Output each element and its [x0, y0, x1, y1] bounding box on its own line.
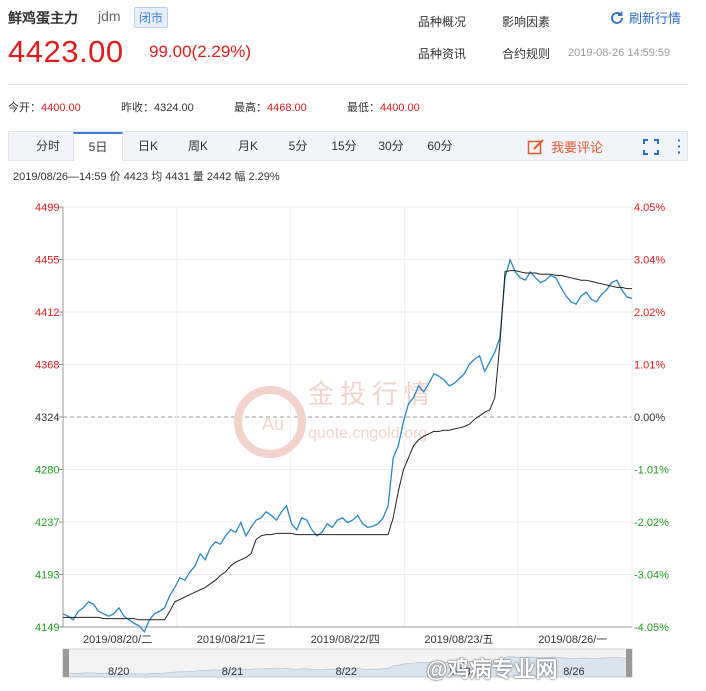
edit-icon — [527, 138, 544, 154]
y-tick-label-left: 4455 — [35, 255, 59, 267]
link-influencing-factors[interactable]: 影响因素 — [502, 15, 551, 29]
navigator-label: 8/26 — [563, 666, 584, 678]
tab-60min[interactable]: 60分 — [427, 139, 453, 153]
tab-monthly-k[interactable]: 月K — [237, 139, 258, 153]
crosshair-info: 2019/08/26—14:59 价 4423 均 4431 量 2442 幅 … — [13, 171, 280, 183]
chart-grid — [59, 206, 633, 628]
y-tick-label-left: 4193 — [35, 570, 59, 582]
comment-button[interactable]: 我要评论 — [527, 137, 603, 156]
refresh-icon — [611, 11, 623, 24]
tab-30min[interactable]: 30分 — [378, 139, 404, 153]
period-tabs: 分时 5日 日K 周K 月K 5分 15分 30分 60分 我要评论 · · · — [8, 131, 688, 161]
y-tick-label-left: 4324 — [35, 412, 59, 424]
y-tick-label-right: -3.04% — [634, 570, 669, 582]
y-axis-labels: 4499 4.05% 4455 3.04% 4412 2.02% 4368 1.01% 4324… — [35, 202, 669, 634]
price-series-line — [62, 257, 633, 634]
tab-intraday[interactable]: 分时 — [35, 139, 60, 153]
stat-low: 最低：4400.00 — [347, 102, 420, 114]
y-tick-label-left: 4149 — [35, 622, 59, 634]
y-tick-label-right: 3.04% — [634, 255, 665, 267]
y-tick-label-left: 4280 — [35, 465, 59, 477]
navigator-handle-right — [626, 649, 632, 677]
navigator-handle-left — [63, 649, 69, 677]
y-tick-label-left: 4368 — [35, 360, 59, 372]
x-tick-label: 2019/08/23/五 — [424, 634, 493, 646]
range-navigator[interactable]: 8/20 8/21 8/22 8/23 8/26 — [62, 648, 633, 678]
watermark-logo-icon — [234, 386, 306, 458]
y-tick-label-right: -2.02% — [634, 517, 669, 529]
comment-label: 我要评论 — [551, 140, 604, 155]
tab-weekly-k[interactable]: 周K — [187, 139, 208, 153]
y-tick-label-right: 2.02% — [634, 307, 665, 319]
y-tick-label-left: 4237 — [35, 517, 59, 529]
y-tick-label-right: 0.00% — [634, 412, 665, 424]
divider — [8, 84, 688, 85]
navigator-label: 8/20 — [108, 666, 129, 678]
tab-daily-k[interactable]: 日K — [137, 139, 158, 153]
watermark-logo-text: Au — [262, 414, 284, 434]
x-tick-label: 2019/08/22/四 — [311, 634, 380, 646]
y-tick-label-left: 4412 — [35, 307, 59, 319]
average-series-line — [63, 270, 632, 621]
stat-open: 今开：4400.00 — [8, 102, 81, 114]
y-tick-label-right: -1.01% — [634, 465, 669, 477]
link-product-news[interactable]: 品种资讯 — [418, 47, 467, 61]
tab-15min[interactable]: 15分 — [331, 139, 357, 153]
stat-prev-close: 昨收：4324.00 — [121, 102, 194, 114]
y-tick-label-right: 1.01% — [634, 360, 665, 372]
chart-lines — [62, 257, 633, 634]
navigator-label: 8/21 — [222, 666, 243, 678]
navigator-label: 8/22 — [336, 666, 357, 678]
watermark: Au 金投行情 quote.cngold.org — [234, 380, 436, 458]
navigator-label: 8/23 — [449, 666, 470, 678]
navigator-area — [62, 656, 633, 678]
link-product-overview[interactable]: 品种概况 — [418, 15, 467, 29]
refresh-button[interactable]: 刷新行情 — [609, 8, 681, 27]
fullscreen-icon[interactable] — [643, 139, 659, 155]
x-axis-labels: 2019/08/20/二 2019/08/21/三 2019/08/22/四 2019… — [83, 634, 607, 646]
refresh-label: 刷新行情 — [629, 11, 682, 26]
corner-watermark: @鸡病专业网 — [426, 657, 558, 682]
quote-timestamp: 2019-08-26 14:59:59 — [568, 47, 671, 59]
tab-5day[interactable]: 5日 — [73, 132, 123, 161]
stat-high: 最高：4468.00 — [234, 102, 307, 114]
y-tick-label-left: 4499 — [35, 202, 59, 214]
watermark-brand: 金投行情 — [308, 380, 436, 410]
tab-5min[interactable]: 5分 — [288, 139, 308, 153]
price-chart[interactable]: Au 金投行情 quote.cngold.org 4499 4.05% 4455 3.… — [0, 190, 706, 691]
x-tick-label: 2019/08/26/一 — [538, 634, 607, 646]
x-tick-label: 2019/08/20/二 — [83, 634, 152, 646]
price-change: 99.00(2.29%) — [149, 42, 252, 61]
instrument-code: jdm — [98, 8, 121, 24]
y-tick-label-right: 4.05% — [634, 202, 665, 214]
y-tick-label-right: -4.05% — [634, 622, 669, 634]
instrument-name: 鲜鸡蛋主力 — [8, 10, 78, 26]
watermark-domain: quote.cngold.org — [308, 425, 427, 442]
link-contract-rules[interactable]: 合约规则 — [502, 47, 551, 61]
last-price: 4423.00 — [8, 34, 124, 69]
x-tick-label: 2019/08/21/三 — [197, 634, 266, 646]
market-status-badge: 闭市 — [134, 7, 169, 28]
more-options-icon[interactable]: · · · — [677, 132, 682, 160]
